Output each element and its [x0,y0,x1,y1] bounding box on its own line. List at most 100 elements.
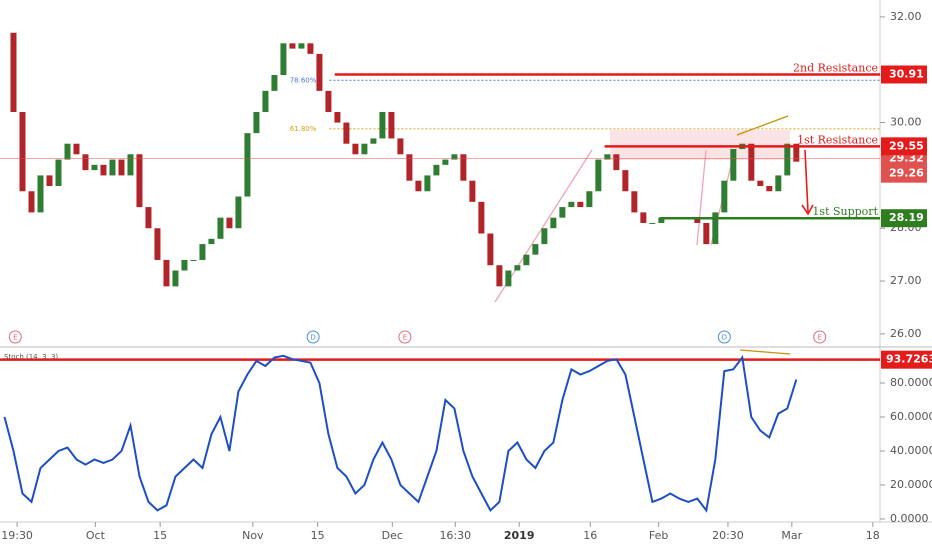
candle [343,122,350,144]
event-label: D [722,334,727,342]
candle [541,228,548,245]
event-label: E [403,334,407,342]
x-tick-label: Feb [649,529,668,542]
candle [109,159,116,176]
candle [748,143,755,181]
y-tick-label: 32.00 [890,10,922,23]
x-tick-label: 16:30 [439,529,471,542]
candle [181,259,188,271]
candle [532,244,539,255]
candle [487,233,494,266]
candle [388,112,395,139]
stoch-level-label: 93.7263 [886,353,932,366]
candle [316,53,323,91]
candle [694,217,701,223]
candle [226,217,233,229]
stoch-y-tick-label: 20.0000 [890,478,932,491]
candle [127,154,134,176]
candle [19,112,26,192]
level-label-bg [881,209,927,228]
event-marker [813,330,827,344]
x-tick-label: 15 [153,529,167,542]
candle [91,164,98,171]
candle [469,180,476,202]
event-marker [398,330,412,344]
candle [82,154,89,171]
y-tick-label: 27.00 [890,274,922,287]
candle [145,207,152,229]
y-tick-label: 26.00 [890,327,922,340]
candle [100,164,107,176]
candle [172,270,179,287]
candle [478,201,485,234]
divergence-line [739,349,791,355]
candle [307,43,314,54]
candle [397,138,404,155]
x-tick-label: 2019 [504,529,535,542]
candle [10,32,17,113]
candle [352,143,359,155]
candle [604,154,611,160]
candle [424,175,431,192]
candle [766,185,773,192]
level-label-bg [881,137,927,156]
event-marker [306,330,320,344]
candle [262,90,269,113]
candle [73,143,80,155]
candle [793,143,800,162]
level-name: 1st Resistance [797,133,878,146]
stoch-label-bg [881,350,932,369]
stoch-line [3,354,798,513]
candle [334,112,341,123]
divergence-line [736,115,789,136]
down-arrowhead [801,204,814,216]
stoch-title: Stoch (14, 3, 3) [4,353,58,361]
candle [730,148,737,181]
candle [406,154,413,181]
candle [415,180,422,192]
candle [577,201,584,208]
candle [775,175,782,192]
candle [163,259,170,287]
candle [280,43,287,76]
candle [46,175,53,186]
candle [55,159,62,186]
candle [496,265,503,287]
candle [640,212,647,223]
stoch-y-tick-label: 80.0000 [890,376,932,389]
y-tick-label: 30.00 [890,116,922,129]
candle [442,159,449,165]
x-tick-label: 20:30 [712,529,744,542]
candle [37,175,44,213]
price-label-bg [881,164,927,183]
candle [433,164,440,176]
fib-label: 61.80% [290,125,317,133]
candle [514,265,521,271]
candle [586,191,593,208]
candle [613,154,620,171]
candle [154,228,161,260]
candle [208,238,215,245]
stoch-y-tick-label: 60.0000 [890,410,932,423]
x-tick-label: 15 [311,529,325,542]
x-tick-label: Dec [382,529,403,542]
event-label: D [310,334,315,342]
candle [712,212,719,245]
candle [559,207,566,218]
x-tick-label: 16 [583,529,597,542]
x-tick-label: Mar [781,529,802,542]
x-tick-label: 19:30 [1,529,33,542]
candle [199,244,206,260]
level-label-bg [881,65,927,84]
level-name: 1st Support [812,205,878,218]
stoch-y-tick-label: 40.0000 [890,444,932,457]
candle [298,43,305,49]
candle [505,270,512,287]
trend-arrow [696,149,707,246]
candle [451,154,458,160]
candle [649,222,656,224]
x-tick-label: Nov [242,529,264,542]
candle [721,180,728,213]
candle [361,143,368,155]
